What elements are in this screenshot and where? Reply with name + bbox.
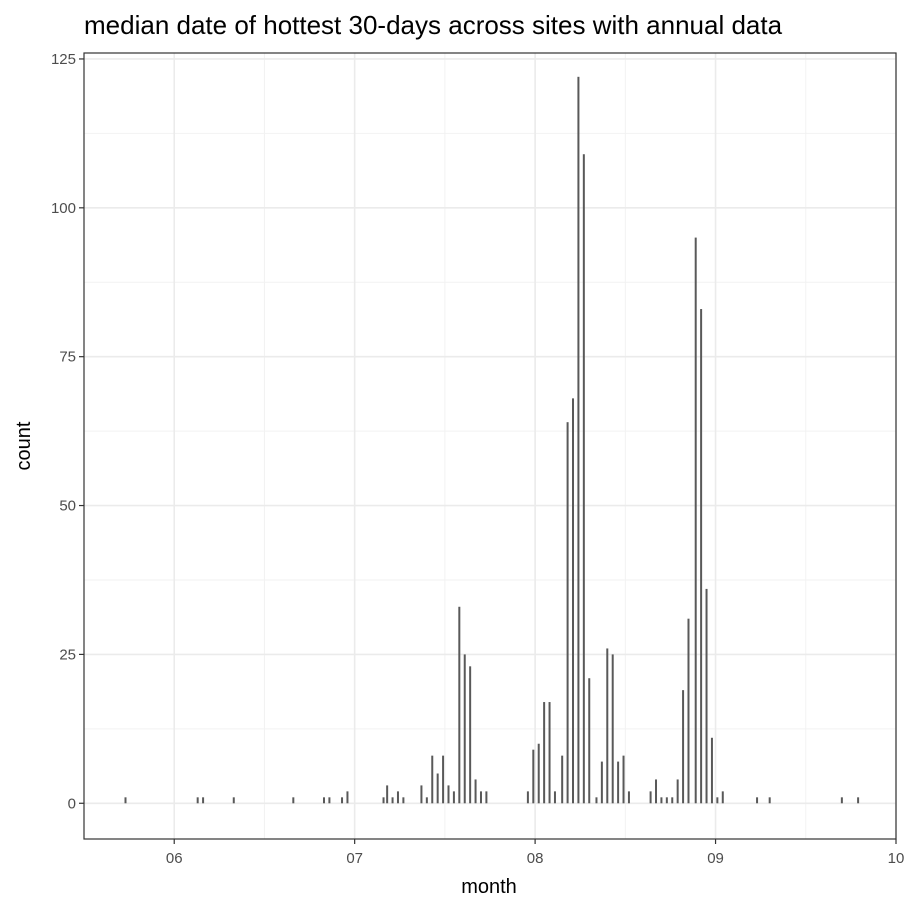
- histogram-bar: [577, 76, 580, 804]
- histogram-bar: [322, 797, 325, 804]
- histogram-bar: [768, 797, 771, 804]
- histogram-bar: [202, 797, 205, 804]
- histogram-bar: [682, 690, 685, 804]
- histogram-bar: [710, 737, 713, 804]
- histogram-bar: [396, 791, 399, 804]
- y-axis-title: count: [13, 421, 35, 470]
- x-axis: 06 07 08 09 10: [166, 839, 904, 867]
- histogram-bar: [566, 422, 569, 804]
- histogram-bar: [346, 791, 349, 804]
- histogram-bar: [420, 785, 423, 804]
- histogram-bar: [479, 791, 482, 804]
- histogram-bar: [655, 779, 658, 804]
- major-gridlines: [84, 53, 897, 839]
- histogram-bar: [627, 791, 630, 804]
- histogram-bar: [561, 755, 564, 804]
- x-tick-label: 07: [346, 850, 363, 867]
- histogram-bar: [595, 797, 598, 804]
- histogram-bar: [474, 779, 477, 804]
- histogram-bar: [196, 797, 199, 804]
- histogram-bar: [606, 648, 609, 804]
- histogram-bar: [382, 797, 385, 804]
- y-tick-label: 0: [68, 795, 76, 812]
- histogram-bar: [705, 588, 708, 804]
- histogram-bar: [582, 154, 585, 804]
- histogram-bar: [687, 618, 690, 804]
- histogram-bar: [611, 654, 614, 804]
- histogram-bar: [447, 785, 450, 804]
- histogram-bar: [671, 797, 674, 804]
- bars: [124, 76, 860, 804]
- histogram-bar: [292, 797, 295, 804]
- histogram-bar: [716, 797, 719, 804]
- histogram-bar: [649, 791, 652, 804]
- histogram-bar: [660, 797, 663, 804]
- histogram-bar: [622, 755, 625, 804]
- histogram-bar: [840, 797, 843, 804]
- histogram-bar: [469, 666, 472, 804]
- y-tick-label: 125: [51, 51, 76, 68]
- histogram-bar: [857, 797, 860, 804]
- histogram-bar: [526, 791, 529, 804]
- histogram-bar: [458, 606, 461, 804]
- histogram-bar: [548, 702, 551, 804]
- histogram-bar: [665, 797, 668, 804]
- histogram-bar: [402, 797, 405, 804]
- panel-border: [83, 52, 897, 840]
- histogram-bar: [442, 755, 445, 804]
- histogram-bar: [452, 791, 455, 804]
- histogram-bar: [617, 761, 620, 804]
- histogram-bar: [485, 791, 488, 804]
- minor-gridlines: [83, 53, 896, 839]
- histogram-bar: [341, 797, 344, 804]
- histogram-bar: [756, 797, 759, 804]
- histogram-bar: [553, 791, 556, 804]
- y-tick-label: 50: [59, 498, 76, 515]
- histogram-bar: [537, 743, 540, 804]
- x-tick-label: 09: [707, 850, 724, 867]
- histogram-bar: [463, 654, 466, 804]
- histogram-bar: [676, 779, 679, 804]
- histogram-bar: [425, 797, 428, 804]
- chart-title: median date of hottest 30-days across si…: [84, 10, 783, 40]
- x-tick-label: 06: [166, 850, 183, 867]
- histogram-bar: [572, 398, 575, 804]
- x-axis-title: month: [461, 876, 517, 898]
- histogram-bar: [543, 702, 546, 804]
- histogram-bar: [232, 797, 235, 804]
- histogram-bar: [700, 309, 703, 804]
- x-tick-label: 08: [527, 850, 544, 867]
- histogram-bar: [328, 797, 331, 804]
- y-axis: 0 25 50 75 100 125: [51, 51, 84, 812]
- histogram-bar: [391, 797, 394, 804]
- histogram-bar: [588, 678, 591, 804]
- y-tick-label: 75: [59, 349, 76, 366]
- y-tick-label: 25: [59, 646, 76, 663]
- histogram-bar: [694, 237, 697, 804]
- x-tick-label: 10: [888, 850, 905, 867]
- histogram-bar: [386, 785, 389, 804]
- histogram-bar: [124, 797, 127, 804]
- histogram-bar: [431, 755, 434, 804]
- histogram-bar: [532, 749, 535, 804]
- histogram-bar: [600, 761, 603, 804]
- histogram-bar: [721, 791, 724, 804]
- y-tick-label: 100: [51, 200, 76, 217]
- histogram-bar: [436, 773, 439, 804]
